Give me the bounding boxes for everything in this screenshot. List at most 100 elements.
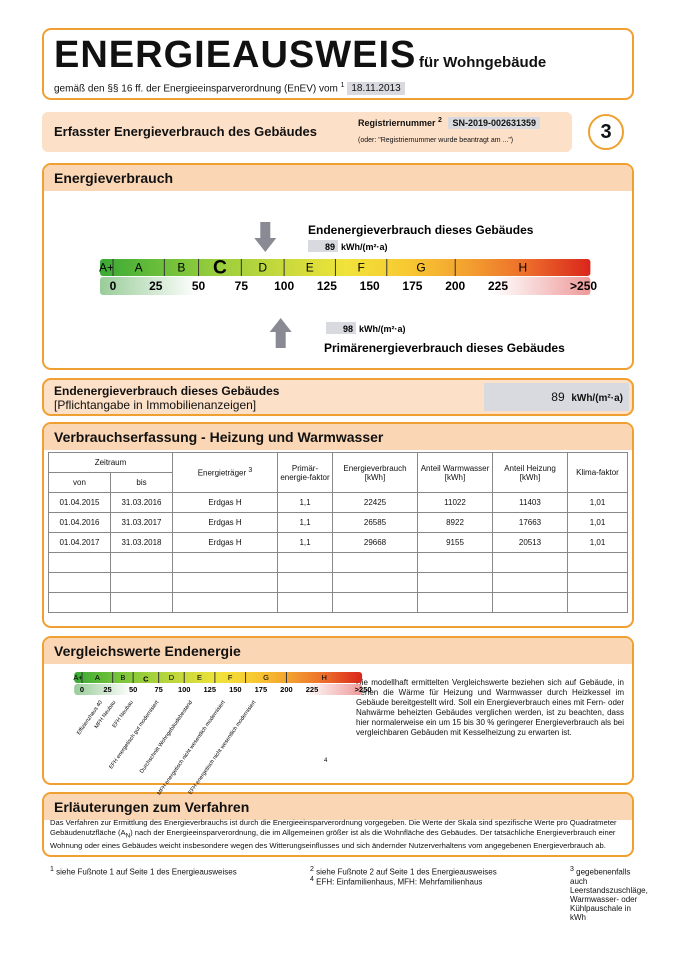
class-label: D — [258, 261, 267, 275]
scale-label: 200 — [445, 279, 465, 293]
class-label: B — [177, 261, 185, 275]
basis: gemäß den §§ 16 ff. der Energieeinsparve… — [54, 82, 405, 96]
primary-value: 98 — [343, 324, 353, 334]
scale-label: 50 — [129, 685, 137, 694]
scale-label: 150 — [229, 685, 242, 694]
note-mark: 2 — [438, 117, 442, 124]
scale-label: 75 — [235, 279, 249, 293]
text: ) nach der Energieeinsparverordnung, die… — [50, 827, 616, 850]
footnote: 2 siehe Fußnote 2 auf Seite 1 des Energi… — [310, 866, 497, 877]
mandatory-line: Endenergieverbrauch dieses Gebäudes — [54, 384, 280, 398]
comparison-box: Vergleichswerte Endenergie Die modellhaf… — [42, 636, 634, 785]
title: ENERGIEAUSWEIS — [54, 34, 417, 76]
reg-number: SN-2019-002631359 — [448, 117, 541, 129]
class-label: E — [197, 673, 202, 682]
note-mark: 2 — [310, 866, 314, 873]
note-mark: 1 — [50, 866, 54, 873]
scale-label: 125 — [204, 685, 217, 694]
date: 18.11.2013 — [347, 82, 405, 96]
note-mark: 4 — [310, 876, 314, 883]
footnote: 1 siehe Fußnote 1 auf Seite 1 des Energi… — [50, 866, 237, 877]
text: Das Verfahren zur Ermittlung des Energie… — [50, 818, 617, 837]
footnote: 3 gegebenenfalls auch Leerstandszuschläg… — [570, 866, 648, 922]
class-label: A — [95, 673, 100, 682]
mandatory-line: [Pflichtangabe in Immobilienanzeigen] — [54, 398, 257, 412]
recorded-title: Erfasster Energieverbrauch des Gebäudes — [54, 124, 318, 139]
th: Primär-energie-faktor — [277, 452, 333, 493]
section-title: Energieverbrauch — [44, 165, 632, 191]
row: 01.04.2015 31.03.2016 Erdgas H 1,1 22425 1102… — [48, 492, 628, 513]
section-title: Vergleichswerte Endenergie — [44, 638, 632, 664]
class-label: H — [322, 673, 327, 682]
footnotes: 1 siehe Fußnote 1 auf Seite 1 des Energi… — [50, 866, 648, 922]
explanation-text: Das Verfahren zur Ermittlung des Energie… — [50, 818, 628, 850]
section-title: Erläuterungen zum Verfahren — [44, 794, 632, 820]
class-label: D — [169, 673, 175, 682]
scale-band — [74, 684, 363, 695]
footnote-text: siehe Fußnote 2 auf Seite 1 des Energiea… — [316, 867, 497, 877]
scale-label: >250 — [355, 685, 372, 694]
value-box — [308, 240, 338, 252]
row — [48, 592, 628, 613]
scale-label: 25 — [103, 685, 111, 694]
class-label: C — [143, 674, 149, 683]
note-mark: 3 — [570, 866, 574, 873]
end-label: Endenergieverbrauch dieses Gebäudes — [308, 223, 534, 237]
footnote-text: gegebenenfalls auch Leerstandszuschläge,… — [570, 867, 648, 922]
cell — [567, 592, 628, 613]
value: 89 — [551, 390, 565, 404]
class-label: F — [228, 673, 233, 682]
comparison-text: Die modellhaft ermittelten Vergleichswer… — [356, 678, 624, 737]
scale-label: 100 — [178, 685, 191, 694]
note-mark: 4 — [324, 758, 328, 764]
table-box: Verbrauchserfassung - Heizung und Warmwa… — [42, 422, 634, 628]
class-label: A — [135, 261, 143, 275]
recorded-box: Erfasster Energieverbrauch des Gebäudes … — [42, 112, 572, 152]
footnote-text: EFH: Einfamilienhaus, MFH: Mehrfamilienh… — [316, 877, 483, 887]
scale-label: 225 — [306, 685, 319, 694]
building-label: MFH energetisch nicht wesentlich moderni… — [156, 699, 227, 796]
scale-label: >250 — [570, 279, 597, 293]
class-label: B — [120, 673, 125, 682]
building-label: EFH energetisch nicht wesentlich moderni… — [188, 699, 258, 795]
class-label: G — [416, 261, 425, 275]
unit: kWh/(m²·a) — [359, 324, 406, 334]
class-label: A+ — [73, 673, 83, 682]
scale-label: 75 — [154, 685, 162, 694]
class-band — [99, 259, 591, 276]
scale-label: 0 — [80, 685, 84, 694]
primary-arrow — [269, 318, 292, 348]
mandatory-value: 89 kWh/(m²·a) — [484, 383, 629, 411]
unit: kWh/(m²·a) — [571, 393, 623, 404]
scale-label: 0 — [110, 279, 117, 293]
scale-label: 225 — [488, 279, 508, 293]
energy-box: Energieverbrauch — [42, 163, 634, 370]
scale-label: 100 — [274, 279, 294, 293]
class-label: A+ — [99, 261, 114, 275]
scale-label: 175 — [402, 279, 422, 293]
th: Klima-faktor — [567, 452, 628, 493]
footnote: 4 EFH: Einfamilienhaus, MFH: Mehrfamilie… — [310, 876, 482, 887]
th: Energieverbrauch [kWh] — [332, 452, 418, 493]
section-title: Verbrauchserfassung - Heizung und Warmwa… — [44, 424, 632, 450]
header-box: ENERGIEAUSWEIS für Wohngebäude gemäß den… — [42, 28, 634, 100]
scale-label: 25 — [149, 279, 163, 293]
subtitle: für Wohngebäude — [419, 54, 547, 71]
class-band — [74, 672, 363, 683]
basis-text: gemäß den §§ 16 ff. der Energieeinsparve… — [54, 83, 338, 95]
reg-label: Registriernummer — [358, 118, 436, 128]
scale-label: 200 — [280, 685, 293, 694]
class-label: E — [306, 261, 314, 275]
reg: Registriernummer 2 SN-2019-002631359 — [358, 117, 541, 129]
mandatory-box: Endenergieverbrauch dieses Gebäudes [Pfl… — [42, 378, 634, 416]
scale-label: 175 — [255, 685, 268, 694]
th: Anteil Heizung [kWh] — [492, 452, 568, 493]
scale-label: 125 — [317, 279, 337, 293]
class-label: G — [263, 673, 269, 682]
scale-band — [99, 277, 591, 295]
consumption-table: Zeitraum Energieträger 3 Primär-energie-fa… — [48, 452, 628, 613]
note-mark: 3 — [248, 467, 253, 475]
th: Energieträger — [197, 468, 247, 478]
